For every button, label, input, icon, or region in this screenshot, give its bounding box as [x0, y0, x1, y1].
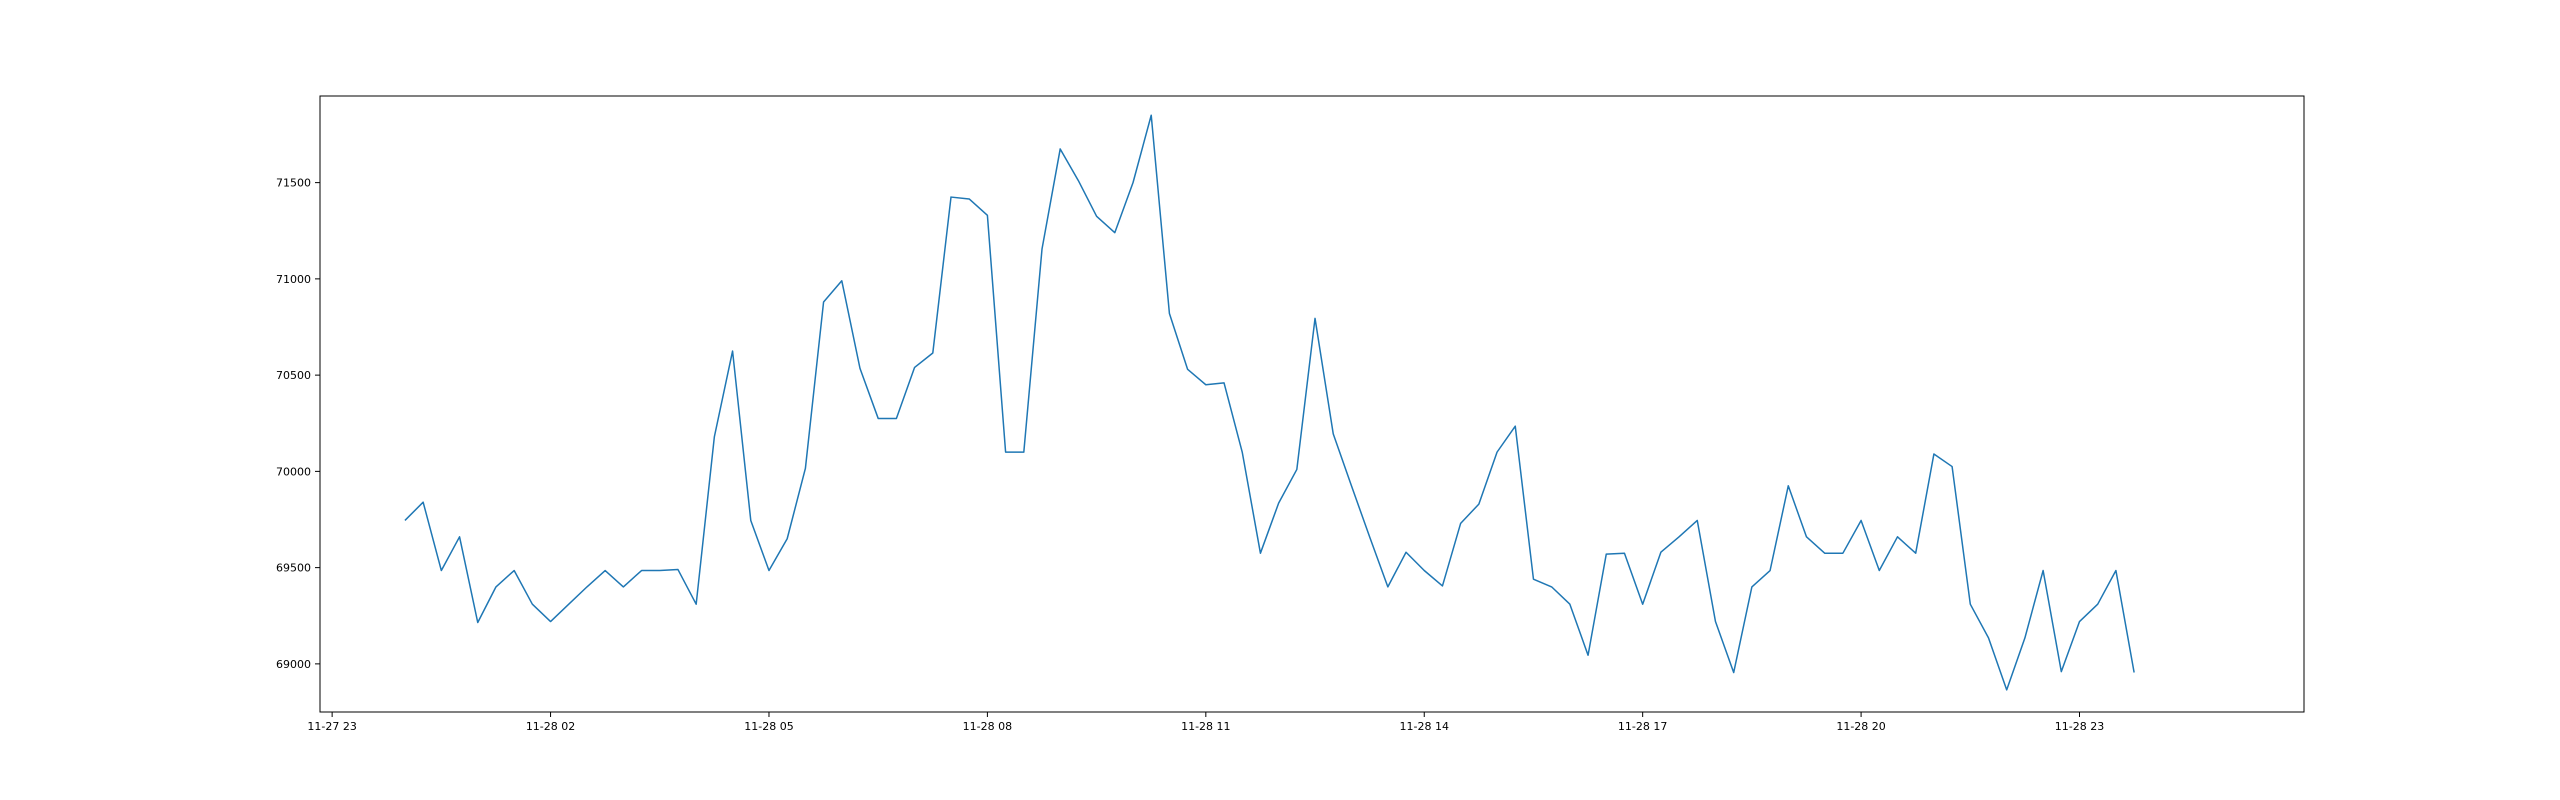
plot-area	[320, 96, 2304, 712]
y-tick-label: 71000	[276, 273, 311, 286]
x-tick-label: 11-27 23	[307, 720, 356, 733]
x-tick-label: 11-28 08	[963, 720, 1012, 733]
y-tick-label: 69000	[276, 658, 311, 671]
y-tick-label: 71500	[276, 177, 311, 190]
x-tick-label: 11-28 05	[744, 720, 793, 733]
y-tick-label: 70000	[276, 465, 311, 478]
x-tick-label: 11-28 20	[1836, 720, 1885, 733]
x-tick-label: 11-28 23	[2055, 720, 2104, 733]
x-tick-label: 11-28 14	[1400, 720, 1449, 733]
x-tick-label: 11-28 17	[1618, 720, 1667, 733]
y-tick-label: 69500	[276, 562, 311, 575]
x-tick-label: 11-28 02	[526, 720, 575, 733]
x-tick-label: 11-28 11	[1181, 720, 1230, 733]
y-tick-label: 70500	[276, 369, 311, 382]
